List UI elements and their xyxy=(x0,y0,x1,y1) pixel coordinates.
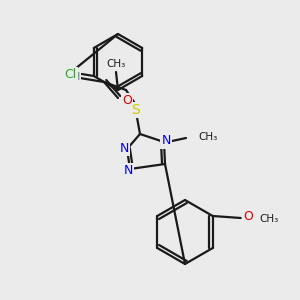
Text: H: H xyxy=(72,72,80,82)
Text: Cl: Cl xyxy=(64,68,77,80)
Text: O: O xyxy=(122,94,132,106)
Text: CH₃: CH₃ xyxy=(260,214,279,224)
Text: N: N xyxy=(123,164,133,176)
Text: N: N xyxy=(161,134,171,148)
Text: S: S xyxy=(132,103,140,117)
Text: N: N xyxy=(119,142,129,154)
Text: N: N xyxy=(63,70,73,83)
Text: O: O xyxy=(243,211,253,224)
Text: CH₃: CH₃ xyxy=(198,132,217,142)
Text: CH₃: CH₃ xyxy=(106,59,126,69)
